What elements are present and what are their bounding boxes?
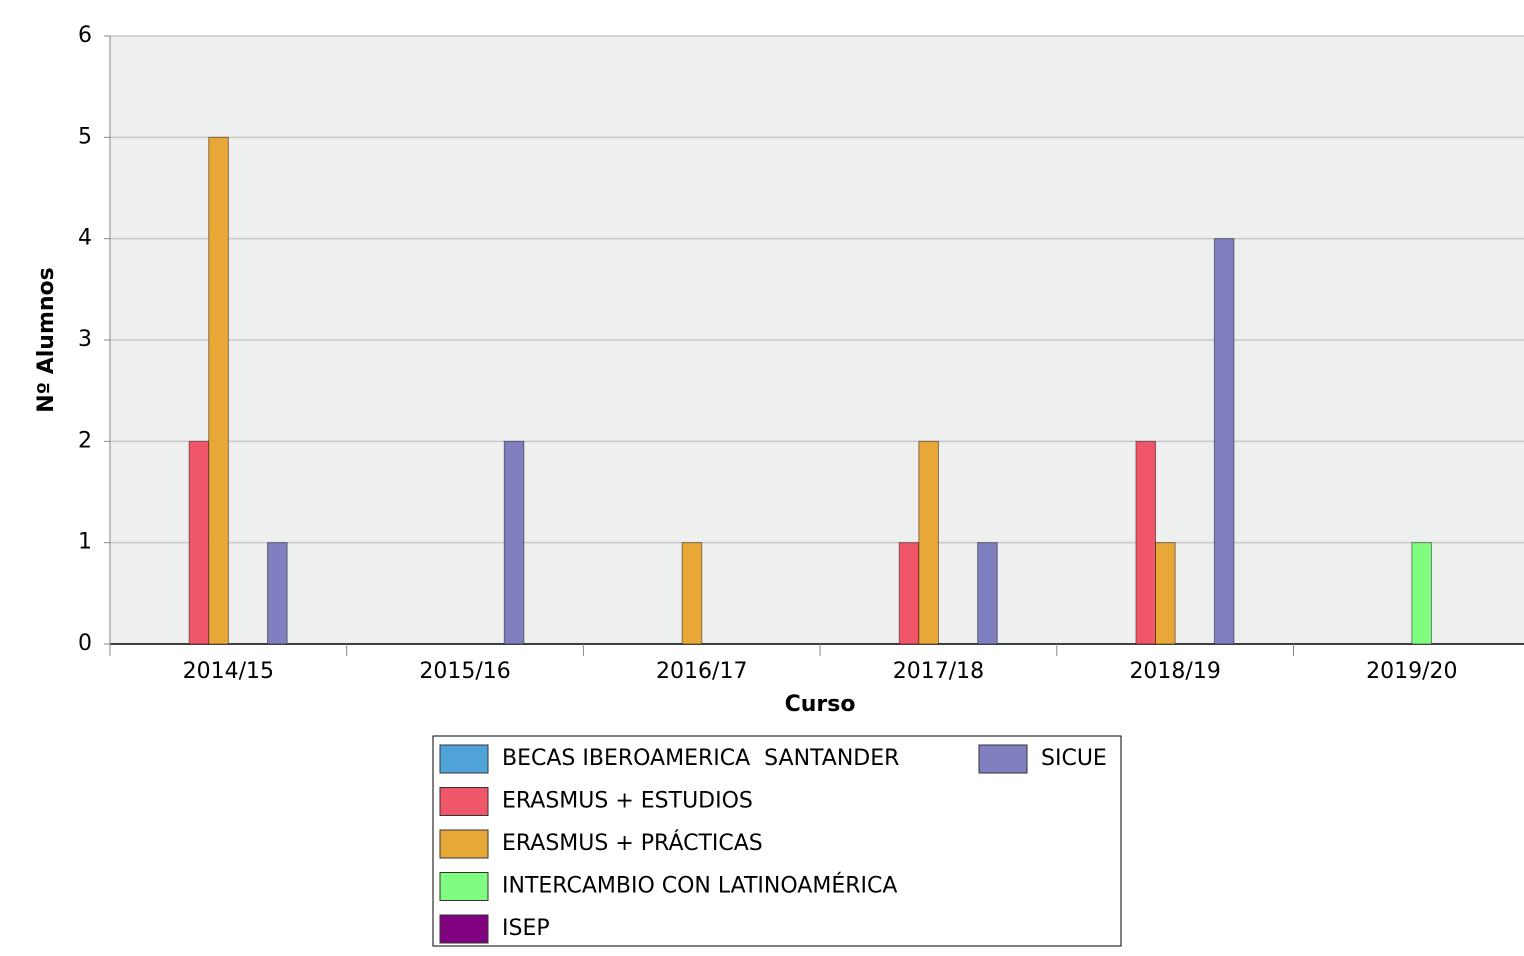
x-tick-label: 2017/18 (893, 659, 984, 684)
bar (267, 542, 288, 645)
x-axis-label: Curso (785, 692, 856, 717)
legend-label: ERASMUS + ESTUDIOS (502, 789, 753, 814)
legend-swatch (439, 744, 489, 774)
bar (681, 542, 703, 645)
x-tick-label: 2019/20 (1366, 659, 1457, 684)
y-tick-label: 5 (78, 124, 92, 149)
bar (1155, 542, 1176, 645)
legend-label: ERASMUS + PRÁCTICAS (502, 830, 763, 856)
y-tick-label: 3 (78, 327, 92, 352)
legend-swatch (439, 829, 489, 859)
x-tick-label: 2016/17 (656, 659, 747, 684)
x-tick-label: 2018/19 (1129, 659, 1220, 684)
y-axis-label: Nº Alumnos (34, 267, 59, 413)
bar (1135, 440, 1157, 645)
bar (918, 440, 939, 645)
legend-swatch (439, 914, 489, 944)
legend-swatch (978, 744, 1028, 774)
bar (208, 136, 229, 645)
legend-label: SICUE (1041, 746, 1107, 771)
bar (1213, 238, 1235, 645)
legend-label: INTERCAMBIO CON LATINOAMÉRICA (502, 873, 897, 899)
bar (977, 542, 998, 645)
legend-swatch (439, 872, 489, 901)
x-tick-label: 2014/15 (183, 659, 274, 684)
y-tick-label: 2 (78, 428, 92, 453)
y-tick-label: 6 (78, 23, 92, 48)
bar (503, 440, 525, 645)
legend-swatch (439, 787, 489, 816)
x-tick-label: 2015/16 (419, 659, 510, 684)
bar (898, 542, 920, 645)
legend-label: ISEP (502, 916, 550, 941)
bar (188, 440, 210, 645)
bar (1411, 542, 1432, 645)
y-tick-label: 4 (78, 226, 92, 251)
legend-label: BECAS IBEROAMERICA SANTANDER (502, 746, 899, 771)
y-tick-label: 0 (78, 631, 92, 656)
y-tick-label: 1 (78, 530, 92, 555)
